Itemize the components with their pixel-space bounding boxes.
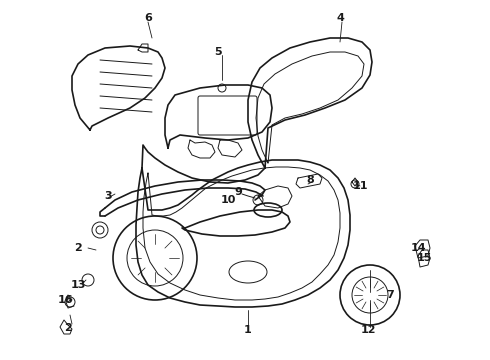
Text: 16: 16 <box>57 295 73 305</box>
Text: 11: 11 <box>352 181 368 191</box>
Text: 5: 5 <box>214 47 222 57</box>
Text: 7: 7 <box>386 290 394 300</box>
Text: 2: 2 <box>64 323 72 333</box>
Text: 4: 4 <box>336 13 344 23</box>
Text: 13: 13 <box>70 280 86 290</box>
Text: 8: 8 <box>306 175 314 185</box>
Text: 3: 3 <box>104 191 112 201</box>
Text: 9: 9 <box>234 187 242 197</box>
Text: 6: 6 <box>144 13 152 23</box>
Text: 12: 12 <box>360 325 376 335</box>
Text: 2: 2 <box>74 243 82 253</box>
Text: 10: 10 <box>220 195 236 205</box>
Text: 15: 15 <box>416 253 432 263</box>
Text: 14: 14 <box>410 243 426 253</box>
Text: 1: 1 <box>244 325 252 335</box>
